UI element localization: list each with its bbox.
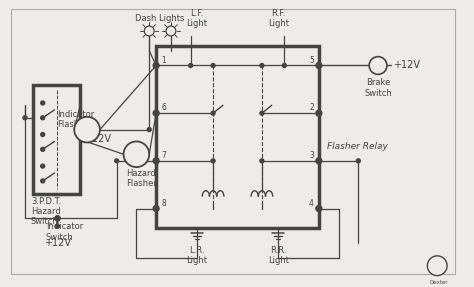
- Text: 5: 5: [309, 55, 314, 65]
- Circle shape: [211, 111, 215, 115]
- Circle shape: [41, 133, 45, 137]
- Circle shape: [260, 63, 264, 67]
- Text: R.F.
Light: R.F. Light: [268, 9, 289, 28]
- Text: Indicator
Flasher: Indicator Flasher: [57, 110, 95, 129]
- Circle shape: [144, 26, 154, 36]
- Circle shape: [55, 224, 59, 228]
- Circle shape: [153, 110, 159, 116]
- Text: 4: 4: [309, 199, 314, 208]
- Circle shape: [23, 116, 27, 120]
- Text: 8: 8: [161, 199, 166, 208]
- Circle shape: [189, 63, 192, 67]
- Text: +12V: +12V: [44, 238, 71, 248]
- Text: 7: 7: [161, 151, 166, 160]
- Circle shape: [41, 179, 45, 183]
- Circle shape: [211, 159, 215, 163]
- Text: 2: 2: [434, 261, 441, 271]
- Circle shape: [74, 117, 100, 142]
- Text: Dexter: Dexter: [430, 280, 448, 284]
- Circle shape: [55, 216, 60, 221]
- Circle shape: [41, 116, 45, 120]
- Circle shape: [316, 63, 322, 69]
- Circle shape: [369, 57, 387, 74]
- Text: Indicator
Switch: Indicator Switch: [46, 222, 83, 242]
- Circle shape: [260, 111, 264, 115]
- Circle shape: [124, 141, 149, 167]
- Circle shape: [260, 159, 264, 163]
- Circle shape: [428, 256, 447, 276]
- Circle shape: [356, 159, 360, 163]
- Circle shape: [316, 158, 322, 164]
- Circle shape: [153, 63, 159, 69]
- Circle shape: [211, 63, 215, 67]
- Circle shape: [115, 159, 118, 163]
- Bar: [156, 46, 319, 228]
- Circle shape: [283, 63, 286, 67]
- Text: 2: 2: [309, 103, 314, 112]
- Circle shape: [41, 147, 45, 151]
- Circle shape: [41, 164, 45, 168]
- Text: Brake
Switch: Brake Switch: [364, 78, 392, 98]
- Text: R.R.
Light: R.R. Light: [268, 246, 289, 265]
- Circle shape: [166, 26, 176, 36]
- Text: L.F.
Light: L.F. Light: [186, 9, 207, 28]
- Circle shape: [147, 128, 151, 131]
- Circle shape: [41, 101, 45, 105]
- Circle shape: [55, 216, 60, 221]
- Text: 6: 6: [161, 103, 166, 112]
- Text: Hazard
Flasher: Hazard Flasher: [127, 169, 157, 189]
- Text: Flasher Relay: Flasher Relay: [327, 141, 388, 151]
- Text: L.R.
Light: L.R. Light: [186, 246, 207, 265]
- Text: Dash Lights: Dash Lights: [136, 14, 185, 23]
- Circle shape: [316, 205, 322, 212]
- Text: +12V: +12V: [84, 135, 111, 144]
- Text: +12V: +12V: [393, 61, 420, 71]
- Text: 3: 3: [309, 151, 314, 160]
- Circle shape: [153, 158, 159, 164]
- Circle shape: [153, 205, 159, 212]
- Text: 3.P.D.T.
Hazard
Switch: 3.P.D.T. Hazard Switch: [31, 197, 61, 226]
- Circle shape: [316, 110, 322, 116]
- Text: 1: 1: [161, 55, 166, 65]
- Bar: [33, 85, 80, 194]
